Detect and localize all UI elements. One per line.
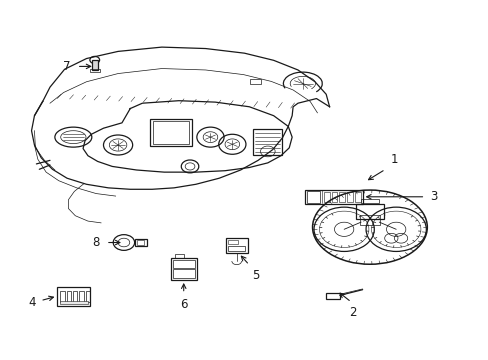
Bar bbox=[325, 293, 339, 299]
Bar bbox=[73, 291, 77, 302]
Text: 1: 1 bbox=[389, 153, 397, 166]
Text: 6: 6 bbox=[180, 298, 187, 311]
Bar bbox=[346, 192, 352, 202]
Bar bbox=[225, 238, 247, 253]
Bar bbox=[228, 246, 245, 251]
Bar bbox=[354, 192, 360, 202]
Bar bbox=[360, 215, 379, 225]
Bar bbox=[85, 291, 90, 302]
Bar bbox=[361, 199, 378, 203]
Bar bbox=[173, 260, 195, 268]
Text: 5: 5 bbox=[251, 269, 259, 282]
Text: 3: 3 bbox=[429, 190, 437, 203]
Bar bbox=[356, 204, 383, 219]
Bar bbox=[175, 253, 184, 258]
Bar bbox=[66, 291, 71, 302]
Bar bbox=[60, 291, 64, 302]
Text: 8: 8 bbox=[93, 236, 100, 249]
Bar bbox=[323, 192, 329, 202]
Bar bbox=[253, 129, 282, 155]
Text: 7: 7 bbox=[63, 60, 71, 73]
Bar bbox=[173, 269, 195, 278]
Bar bbox=[306, 191, 319, 203]
Bar bbox=[92, 60, 98, 70]
Bar bbox=[90, 69, 100, 72]
Bar bbox=[170, 258, 197, 280]
Bar bbox=[79, 291, 83, 302]
Bar bbox=[134, 239, 146, 246]
Bar bbox=[339, 192, 345, 202]
Text: 4: 4 bbox=[28, 296, 35, 309]
Bar bbox=[153, 121, 189, 144]
Bar bbox=[305, 190, 362, 204]
Bar bbox=[331, 192, 337, 202]
Text: 2: 2 bbox=[348, 306, 355, 319]
Bar bbox=[60, 301, 88, 304]
Bar bbox=[149, 119, 192, 146]
Bar bbox=[228, 240, 238, 244]
Bar bbox=[250, 78, 261, 84]
Bar bbox=[57, 287, 90, 306]
Bar bbox=[137, 240, 144, 245]
